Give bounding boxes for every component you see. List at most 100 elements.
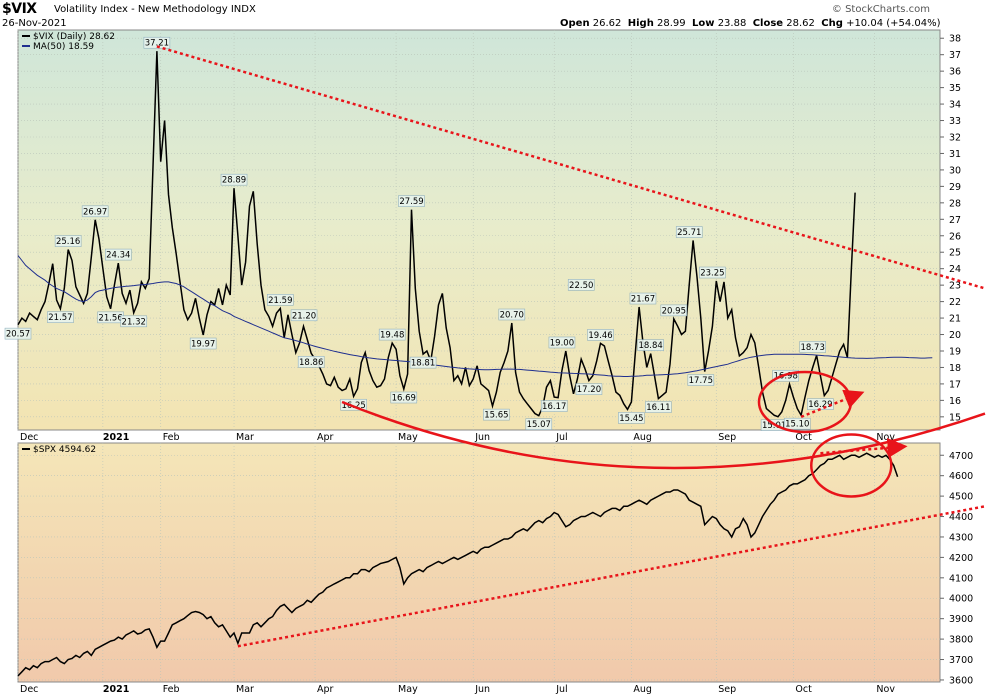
x-tick-label: Dec <box>20 432 38 443</box>
y-tick-label: 37 <box>949 50 961 61</box>
value-label: 19.97 <box>191 340 215 350</box>
y-tick-label: 4200 <box>949 553 973 564</box>
value-label-box <box>54 235 82 247</box>
y-tick-label: 30 <box>949 165 961 176</box>
legend-label: $VIX (Daily) 28.62 <box>33 32 115 42</box>
y-tick-label: 4100 <box>949 573 973 584</box>
arrow-spx-rising <box>820 437 908 458</box>
y-tick-label: 3800 <box>949 635 973 646</box>
chart-date: 26-Nov-2021 <box>2 18 67 29</box>
y-tick-label: 23 <box>949 281 961 292</box>
y-tick-label: 4600 <box>949 471 973 482</box>
y-tick-label: 27 <box>949 215 961 226</box>
chg-label: Chg <box>821 18 843 29</box>
value-label: 19.00 <box>550 338 574 348</box>
close-label: Close <box>752 18 784 29</box>
high-label: High <box>627 18 654 29</box>
y-tick-label: 16 <box>949 396 961 407</box>
value-label-box <box>645 401 672 413</box>
value-label: 21.20 <box>292 311 316 321</box>
value-label-box <box>189 337 217 350</box>
value-label: 23.25 <box>700 269 724 279</box>
value-label: 21.57 <box>48 313 72 323</box>
value-label: 16.69 <box>392 394 416 404</box>
value-label: 16.98 <box>774 372 798 382</box>
value-label: 15.65 <box>484 411 508 421</box>
value-label: 17.75 <box>689 376 713 386</box>
x-tick-label: Mar <box>236 432 254 443</box>
fullname-text: Volatility Index - New Methodology <box>54 4 228 15</box>
value-label: 16.11 <box>646 403 670 413</box>
value-label-box <box>575 383 603 395</box>
value-label-box <box>267 294 294 306</box>
value-label: 15.10 <box>785 420 809 430</box>
value-label: 16.29 <box>808 400 832 410</box>
chart-ticker: $VIX <box>2 1 37 17</box>
open-value: 26.62 <box>592 18 622 29</box>
y-tick-label: 21 <box>949 314 961 325</box>
value-label-box <box>637 339 664 351</box>
value-label-box <box>540 400 568 412</box>
value-label-box <box>675 226 703 238</box>
x-tick-label: Aug <box>633 684 652 695</box>
value-label-box <box>105 248 132 261</box>
value-label-box <box>799 341 826 353</box>
open-label: Open <box>560 18 590 29</box>
value-label: 26.97 <box>83 207 107 217</box>
low-label: Low <box>692 18 715 29</box>
y-tick-label: 4300 <box>949 532 973 543</box>
x-tick-label: Sep <box>718 432 736 443</box>
value-label-box <box>409 356 437 369</box>
value-label-box <box>567 279 595 291</box>
value-label-box <box>548 336 576 349</box>
value-label: 22.50 <box>569 281 593 291</box>
ohlc-readout: Open 26.62 High 28.99 Low 23.88 Close 28… <box>560 18 941 29</box>
x-tick-label: Oct <box>795 684 812 695</box>
y-tick-label: 29 <box>949 182 961 193</box>
value-label-box <box>378 328 406 341</box>
chart-fullname: Volatility Index - New Methodology INDX <box>54 4 256 15</box>
value-label: 21.59 <box>268 296 292 306</box>
legend-label: $SPX 4594.62 <box>33 445 96 455</box>
y-tick-label: 32 <box>949 132 961 143</box>
x-tick-label: Jun <box>474 432 490 443</box>
value-label: 20.57 <box>6 330 30 340</box>
y-tick-label: 33 <box>949 116 961 127</box>
series-line-spx <box>17 452 899 677</box>
value-label: 37.21 <box>145 39 169 49</box>
value-label: 15.45 <box>619 414 643 424</box>
value-label: 20.70 <box>500 311 524 321</box>
x-tick-label: May <box>398 684 418 695</box>
legend-label: MA(50) 18.59 <box>33 42 94 52</box>
x-tick-label: Apr <box>317 684 334 695</box>
x-tick-label: Jul <box>555 684 567 695</box>
value-label-box <box>340 398 367 411</box>
value-label-box <box>81 205 109 218</box>
y-tick-label: 25 <box>949 248 961 259</box>
x-tick-label: 2021 <box>103 684 129 695</box>
circle-spx-highs <box>810 433 893 498</box>
y-tick-label: 34 <box>949 100 961 111</box>
value-label-box <box>297 355 325 368</box>
y-tick-label: 4400 <box>949 512 973 523</box>
x-tick-label: Aug <box>633 432 652 443</box>
value-label: 17.20 <box>577 385 601 395</box>
value-label-box <box>660 304 688 317</box>
value-label-box <box>687 374 715 386</box>
value-label: 19.48 <box>380 331 404 341</box>
y-tick-label: 3600 <box>949 675 973 686</box>
exchange-text: INDX <box>230 4 256 15</box>
x-tick-label: Apr <box>317 432 334 443</box>
chg-value: +10.04 (+54.04%) <box>846 18 941 29</box>
value-label: 28.89 <box>222 176 246 186</box>
value-label-box <box>120 315 148 328</box>
y-tick-label: 3700 <box>949 655 973 666</box>
x-tick-label: Feb <box>163 684 180 695</box>
value-label: 18.84 <box>638 341 662 351</box>
x-tick-label: Feb <box>163 432 180 443</box>
y-tick-label: 18 <box>949 363 961 374</box>
low-value: 23.88 <box>717 18 747 29</box>
value-label: 15.07 <box>527 420 551 430</box>
x-tick-label: May <box>398 432 418 443</box>
x-tick-label: Mar <box>236 684 254 695</box>
